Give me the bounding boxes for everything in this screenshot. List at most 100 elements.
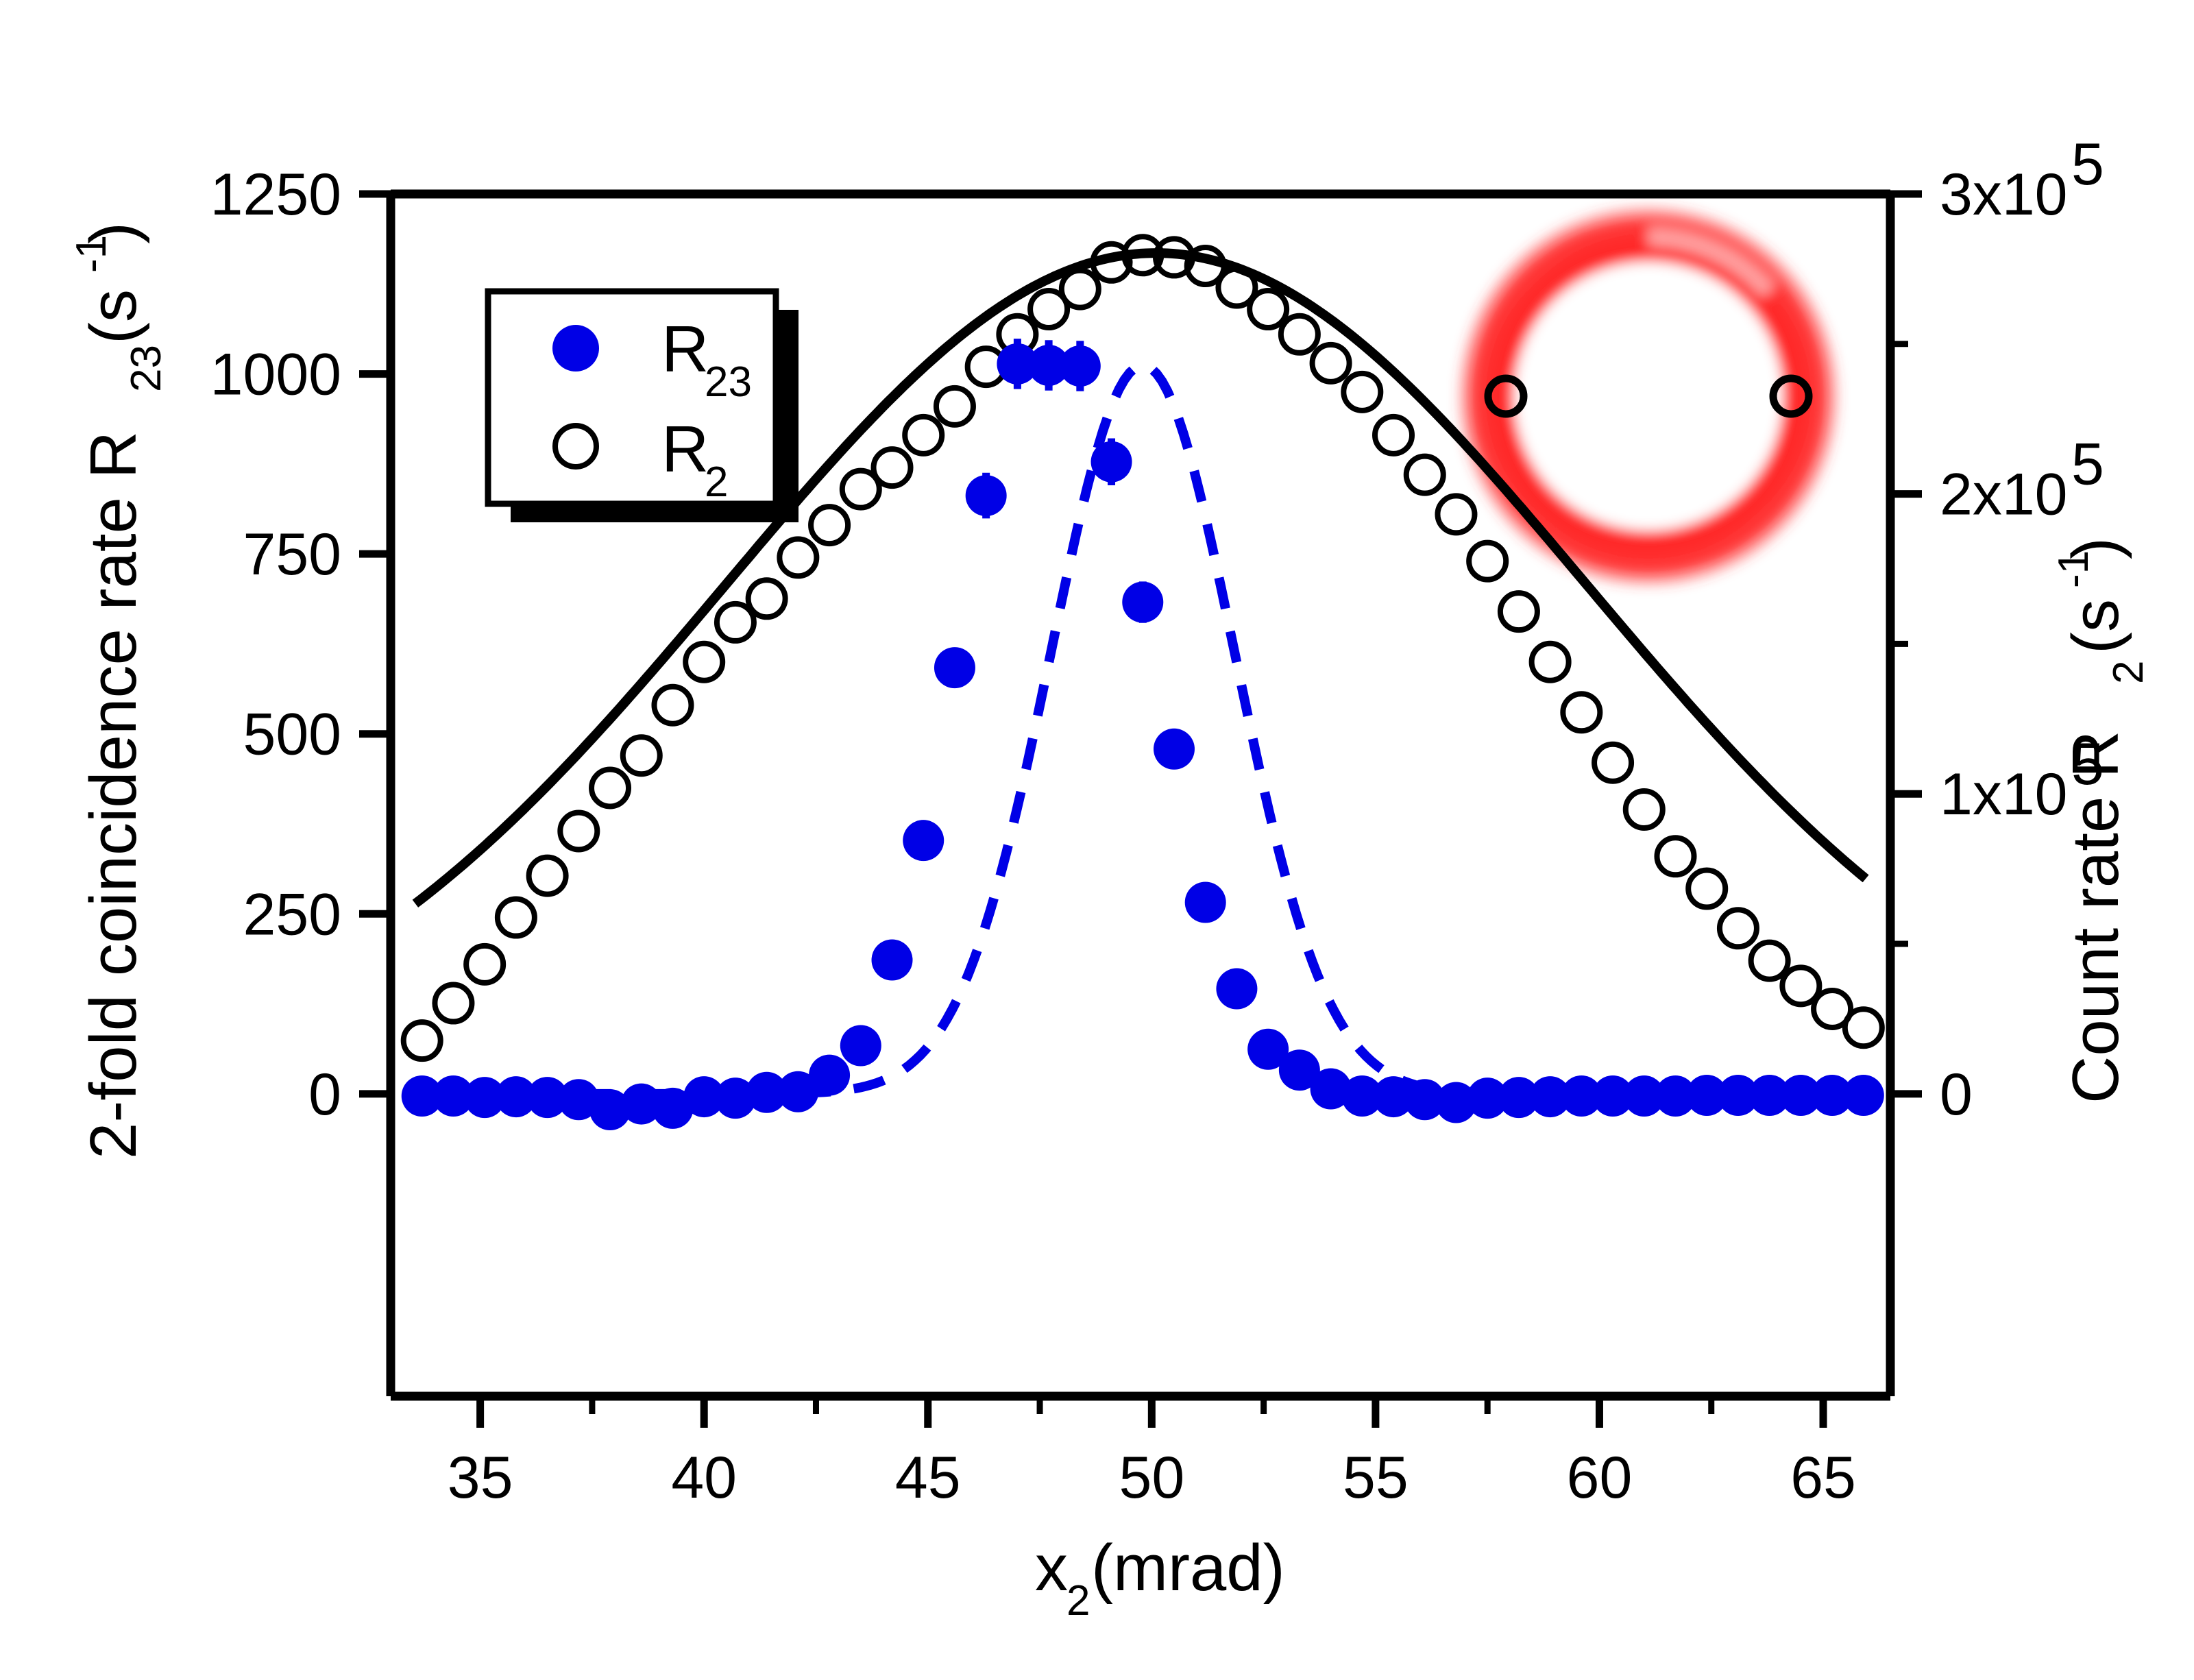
data-point-r2	[1184, 245, 1227, 288]
y-axis-left-title-main: 2-fold coincidence rate R	[77, 431, 150, 1159]
data-point-r23	[432, 1075, 474, 1117]
data-point-r2	[1278, 313, 1321, 356]
data-point-r23	[1655, 1075, 1696, 1117]
y-axis-right-title-sup: -1	[2050, 550, 2097, 588]
data-point-r2	[1842, 1006, 1885, 1049]
data-point-r2	[620, 734, 663, 777]
data-point-r23	[652, 1087, 694, 1129]
data-point-r23	[1404, 1079, 1446, 1121]
y-axis-right-title-sub: 2	[2105, 661, 2152, 684]
data-point-r2	[651, 683, 694, 727]
data-point-r2	[745, 577, 788, 620]
x-tick-label: 50	[1119, 1445, 1184, 1511]
inset-spdc-ring-image	[1460, 208, 1837, 585]
data-point-r2	[1027, 288, 1071, 331]
data-point-r23	[1310, 1068, 1352, 1110]
data-point-r23	[746, 1071, 788, 1113]
data-point-r2	[557, 809, 600, 853]
data-point-r2	[902, 413, 945, 456]
data-point-r2	[463, 942, 507, 986]
y-axis-left-title: 2-fold coincidence rate R x	[77, 431, 150, 1159]
data-point-r23	[1216, 968, 1258, 1010]
data-point-r23	[1748, 1074, 1790, 1116]
x-tick-label: 45	[895, 1445, 961, 1511]
data-point-r23	[1247, 1028, 1289, 1070]
data-point-r23	[1561, 1075, 1602, 1117]
data-point-r2	[432, 982, 475, 1025]
data-point-r2	[1215, 266, 1258, 309]
data-points-r23	[401, 339, 1884, 1130]
data-point-r2	[1090, 241, 1133, 284]
data-point-r23	[1028, 344, 1070, 386]
data-point-r23	[1812, 1074, 1853, 1116]
y-left-tick-label: 1000	[210, 342, 341, 408]
data-point-r23	[1686, 1074, 1728, 1116]
data-point-r23	[1373, 1076, 1415, 1118]
data-point-r2	[1622, 788, 1666, 831]
data-point-r23	[714, 1078, 756, 1119]
y-axis-right-title-main: Count rate R	[2059, 731, 2132, 1104]
y-right-tick-exponent: 5	[2071, 132, 2104, 197]
data-point-r2	[1811, 987, 1854, 1030]
data-point-r2	[1058, 267, 1101, 311]
data-point-r23	[1090, 441, 1132, 483]
x-tick-label: 40	[671, 1445, 737, 1511]
y-right-tick-exponent: 5	[2071, 432, 2104, 498]
y-axis-left-tick-labels: 0 250 500 750 1000 1250	[210, 162, 341, 1128]
y-left-tick-label: 0	[308, 1062, 341, 1128]
data-point-r2	[1435, 493, 1478, 536]
data-point-r2	[1654, 835, 1697, 878]
data-point-r2	[526, 854, 569, 897]
x-tick-label: 55	[1343, 1445, 1409, 1511]
legend-label-r2-sub: 2	[705, 459, 728, 506]
data-point-r23	[965, 475, 1007, 517]
x-axis-title-sub: 2	[1066, 1577, 1090, 1624]
data-point-r23	[1059, 345, 1101, 387]
data-point-r23	[1341, 1075, 1383, 1117]
data-point-r2	[589, 766, 632, 809]
x-tick-label: 65	[1790, 1445, 1856, 1511]
y-axis-right-minor-ticks	[1890, 341, 1908, 947]
data-point-r23	[1717, 1074, 1759, 1116]
data-point-r2	[1592, 741, 1635, 784]
data-point-r23	[526, 1077, 568, 1119]
data-point-r23	[997, 343, 1038, 385]
data-point-r23	[777, 1071, 819, 1112]
y-left-tick-label: 1250	[210, 162, 341, 228]
legend[interactable]: R 23 R 2	[485, 288, 799, 522]
x-tick-label: 35	[448, 1445, 513, 1511]
data-point-r23	[683, 1076, 725, 1118]
y-right-tick-label: 3x10	[1940, 162, 2068, 228]
data-point-r23	[1498, 1077, 1539, 1119]
data-point-r23	[1278, 1049, 1320, 1091]
x-axis-minor-ticks	[589, 1396, 1715, 1414]
y-right-tick-exponent: 5	[2071, 731, 2104, 797]
y-axis-right-title-unitopen: (s	[2059, 599, 2132, 654]
data-point-r2	[494, 896, 537, 939]
inset-marker-right-icon	[1769, 374, 1813, 418]
y-left-tick-label: 250	[243, 881, 342, 947]
x-axis-tick-labels: 35 40 45 50 55 60 65	[448, 1445, 1856, 1511]
legend-marker-filled-circle-icon	[552, 325, 599, 372]
y-axis-left-ticks	[359, 190, 391, 1098]
fit-curve-r2	[412, 248, 1869, 908]
data-point-r23	[903, 820, 944, 862]
data-point-r2	[1152, 236, 1195, 279]
data-point-r2	[777, 536, 820, 579]
data-point-r23	[1529, 1076, 1571, 1118]
data-point-r2	[870, 446, 914, 489]
data-point-r2	[1372, 413, 1415, 456]
data-point-r2	[1403, 453, 1446, 496]
data-point-r23	[401, 1075, 443, 1117]
data-point-r2	[1528, 640, 1572, 683]
data-point-r23	[934, 647, 975, 689]
data-point-r23	[464, 1077, 506, 1119]
y-axis-left-title-sup: -1	[68, 235, 115, 273]
data-point-r2	[808, 504, 851, 547]
legend-label-r2-base: R	[661, 413, 709, 486]
data-points-r2	[400, 234, 1885, 1062]
data-point-r23	[1780, 1074, 1822, 1116]
data-point-r23	[1153, 728, 1195, 770]
data-point-r23	[871, 939, 913, 981]
